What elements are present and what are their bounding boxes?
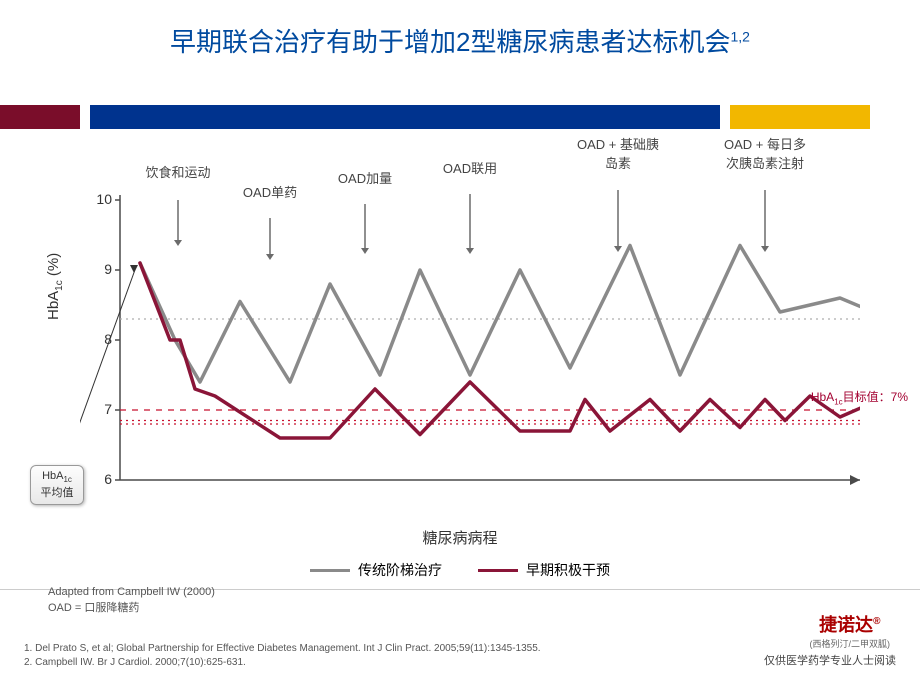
stage-label: 饮食和运动 <box>145 162 210 181</box>
y-axis-label: HbA1c (%) <box>45 253 65 320</box>
stage-label: OAD加量 <box>338 168 392 187</box>
legend: 传统阶梯治疗 早期积极干预 <box>0 559 920 581</box>
disclaimer: 仅供医学药学专业人士阅读 <box>764 652 896 668</box>
target-label: HbA1c目标值：7% <box>811 388 908 406</box>
footnote: Adapted from Campbell IW (2000)OAD = 口服降… <box>48 585 215 616</box>
title-sup: 1,2 <box>731 28 750 44</box>
hba1c-mean-box: HbA1c平均值 <box>30 465 84 505</box>
y-tick: 10 <box>82 191 112 207</box>
brand-reg: ® <box>873 616 880 627</box>
y-tick: 8 <box>82 331 112 347</box>
stage-label: OAD单药 <box>243 182 297 201</box>
chart-area <box>80 150 860 530</box>
x-axis-label: 糖尿病病程 <box>0 527 920 548</box>
legend-item: 早期积极干预 <box>478 560 610 580</box>
y-tick: 9 <box>82 261 112 277</box>
references: 1. Del Prato S, et al; Global Partnershi… <box>24 642 541 670</box>
brand-name: 捷诺达 <box>819 615 873 635</box>
stage-label: OAD + 基础胰岛素 <box>577 134 659 172</box>
slide-title: 早期联合治疗有助于增加2型糖尿病患者达标机会1,2 <box>0 22 920 59</box>
stage-label: OAD联用 <box>443 158 497 177</box>
y-tick: 7 <box>82 401 112 417</box>
brand-logo: 捷诺达® (西格列汀/二甲双胍) <box>810 611 891 650</box>
brand-sub: (西格列汀/二甲双胍) <box>810 637 891 650</box>
stage-label: OAD + 每日多次胰岛素注射 <box>724 134 806 172</box>
color-bar <box>0 105 920 129</box>
y-tick: 6 <box>82 471 112 487</box>
title-text: 早期联合治疗有助于增加2型糖尿病患者达标机会 <box>170 27 730 57</box>
legend-item: 传统阶梯治疗 <box>310 560 442 580</box>
line-chart <box>80 150 860 530</box>
